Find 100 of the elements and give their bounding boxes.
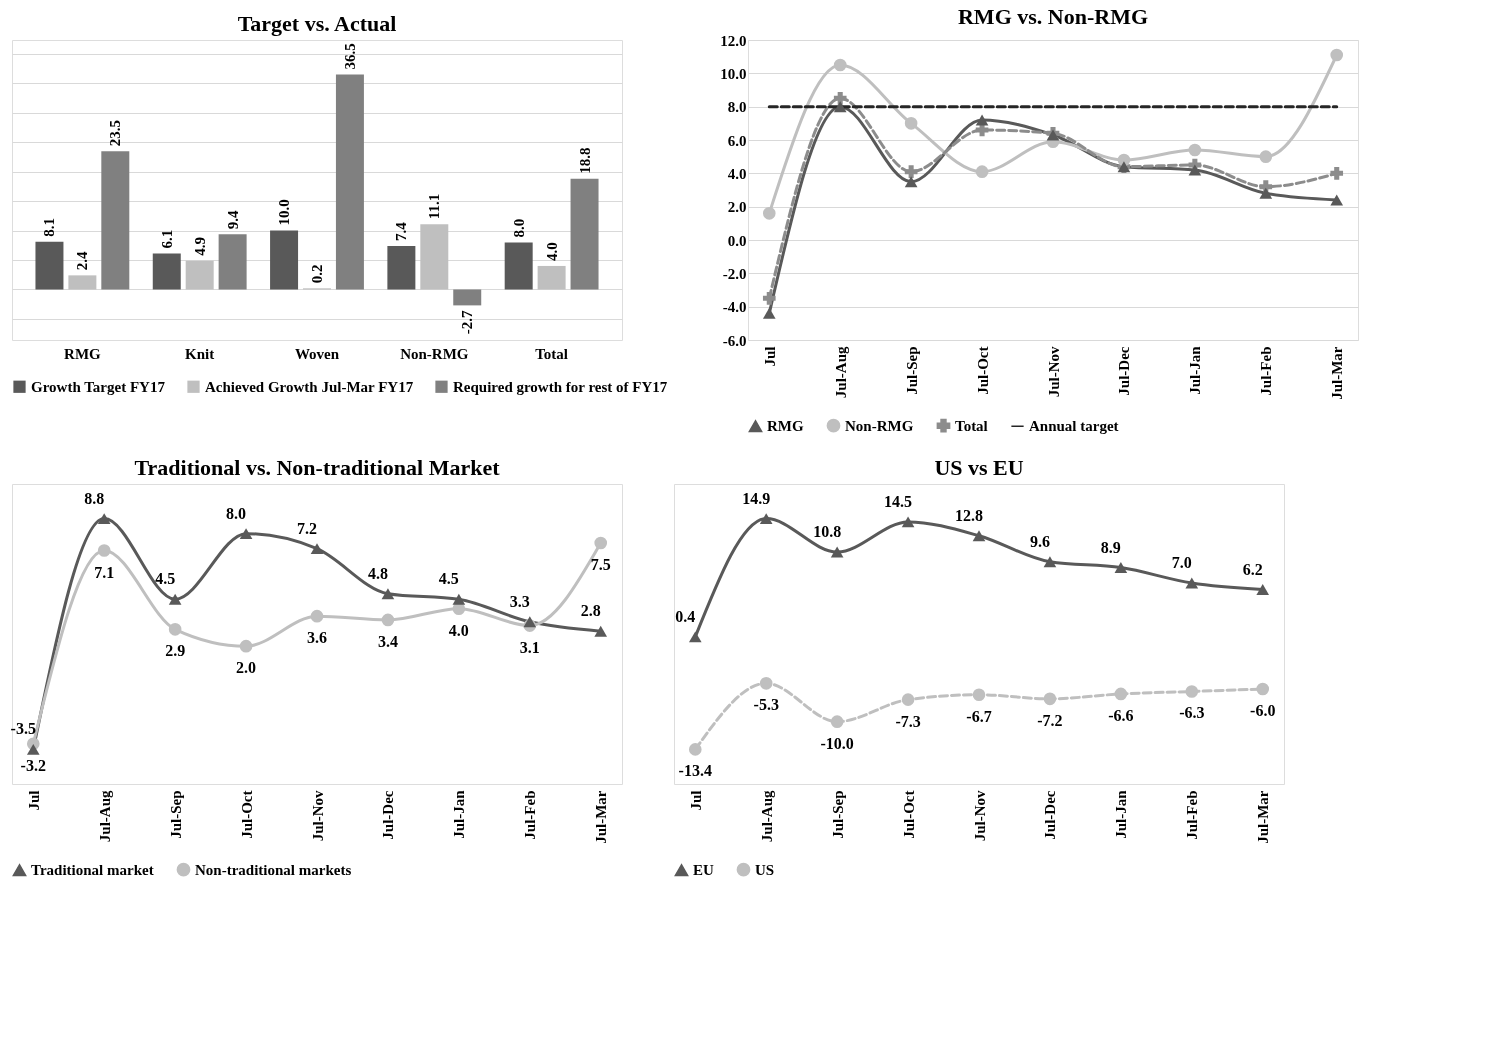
bar: [35, 241, 64, 290]
point: [975, 114, 989, 126]
point: [762, 207, 776, 220]
x-tick-label: Jul-Nov: [1045, 346, 1062, 398]
x-tick-label: Jul-Jan: [1113, 789, 1130, 839]
y-tick-label: -4.0: [722, 299, 747, 316]
data-label: -6.7: [966, 707, 992, 725]
data-label: 4.5: [155, 570, 176, 588]
point: [1256, 584, 1270, 596]
point: [1256, 682, 1270, 696]
data-label: 3.4: [377, 632, 398, 650]
y-tick-label: 10.0: [720, 65, 747, 82]
point: [97, 544, 111, 557]
data-label: -7.2: [1037, 711, 1063, 729]
data-label: -3.5: [10, 720, 36, 738]
data-label: 23.5: [107, 119, 124, 147]
point: [904, 176, 918, 188]
point: [688, 631, 702, 643]
x-tick-label: Jul-Aug: [96, 790, 113, 843]
data-label: 8.9: [1100, 538, 1121, 556]
point: [239, 528, 253, 540]
point: [1114, 562, 1128, 574]
x-tick-label: Jul: [25, 790, 42, 811]
point: [1185, 577, 1199, 589]
data-label: 14.5: [884, 492, 913, 510]
point: [833, 92, 847, 105]
bar: [335, 74, 364, 290]
data-label: 7.5: [590, 556, 611, 574]
data-label: 8.0: [510, 218, 527, 238]
y-tick-label: 0.0: [727, 232, 747, 249]
data-label: 18.8: [576, 147, 593, 174]
x-tick-label: Jul-Nov: [309, 790, 326, 842]
x-tick-label: Jul-Feb: [522, 790, 539, 840]
point: [168, 593, 182, 605]
point: [1330, 48, 1344, 62]
data-label: 2.9: [165, 642, 186, 660]
point: [239, 639, 253, 653]
data-label: 0.2: [309, 264, 325, 284]
data-label: 4.0: [448, 621, 469, 639]
bar: [185, 260, 214, 290]
data-label: 7.2: [297, 519, 317, 537]
data-label: -10.0: [820, 734, 854, 752]
x-tick-label: Jul-Oct: [900, 790, 917, 839]
x-tick-label: Jul-Dec: [1116, 346, 1133, 396]
x-tick-label: Jul-Sep: [167, 790, 184, 839]
chart-title: Target vs. Actual: [237, 11, 397, 36]
x-tick-label: Jul-Aug: [832, 346, 849, 399]
x-tick-label: Jul-Sep: [903, 346, 920, 395]
y-tick-label: 2.0: [727, 199, 747, 216]
x-tick-label: Jul-Nov: [971, 790, 988, 842]
legend-label: Annual target: [1029, 418, 1119, 435]
legend-label: US: [755, 861, 775, 878]
data-label: -7.3: [895, 712, 921, 730]
point: [1259, 187, 1273, 199]
data-label: 4.9: [191, 236, 208, 256]
data-label: -6.3: [1179, 704, 1205, 722]
chart-title: Traditional vs. Non-traditional Market: [134, 455, 501, 480]
point: [901, 516, 915, 528]
point: [1185, 685, 1199, 698]
data-label: 2.4: [74, 251, 91, 271]
x-tick-label: Non-RMG: [400, 345, 469, 362]
x-tick-label: Jul-Oct: [238, 790, 255, 839]
y-tick-label: -6.0: [722, 332, 747, 349]
legend-label: RMG: [767, 418, 804, 435]
point: [833, 101, 847, 113]
data-label: 7.1: [94, 563, 115, 581]
point: [762, 307, 776, 319]
data-label: 4.8: [367, 564, 388, 582]
data-label: -13.4: [678, 762, 712, 780]
bar: [152, 253, 181, 290]
point: [1330, 194, 1344, 206]
x-tick-label: Jul-Mar: [1329, 346, 1346, 400]
legend-label: Non-RMG: [845, 417, 914, 434]
point: [1043, 556, 1057, 568]
y-tick-label: 12.0: [720, 32, 747, 49]
x-tick-label: Jul-Dec: [380, 790, 397, 840]
point: [381, 588, 395, 600]
bar: [537, 265, 566, 290]
point: [381, 613, 395, 627]
bar: [387, 245, 416, 290]
data-label: -6.6: [1108, 706, 1134, 724]
x-tick-label: Total: [535, 345, 569, 362]
bar: [101, 151, 130, 290]
point: [1259, 150, 1273, 163]
data-label: 7.4: [393, 221, 410, 241]
data-label: 7.0: [1171, 554, 1192, 572]
bar: [218, 234, 247, 290]
legend-label: Growth Target FY17: [31, 378, 166, 395]
x-tick-label: Jul-Dec: [1042, 790, 1059, 840]
legend-label: Achieved Growth Jul-Mar FY17: [205, 378, 414, 395]
data-label: 3.3: [509, 592, 530, 610]
point: [97, 513, 111, 525]
x-tick-label: Jul-Aug: [758, 790, 775, 843]
y-tick-label: 6.0: [727, 132, 747, 149]
point: [972, 688, 986, 702]
data-label: 4.0: [543, 242, 560, 261]
x-tick-label: Jul-Jan: [1187, 345, 1204, 395]
data-label: 0.4: [675, 607, 696, 625]
point: [904, 117, 918, 130]
y-tick-label: 8.0: [727, 99, 747, 116]
